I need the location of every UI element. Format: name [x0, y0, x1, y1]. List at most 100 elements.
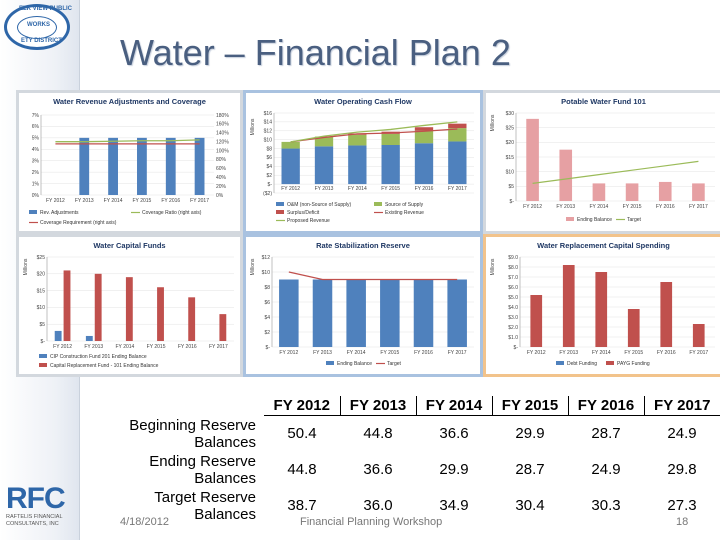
y-tick-label: $10 [506, 169, 515, 175]
y-tick-label: $6 [266, 155, 272, 161]
y-tick-label: $5 [39, 322, 45, 328]
legend-label: Ending Balance [337, 361, 372, 367]
y-tick-label: 1% [32, 181, 40, 187]
table-cell: 30.4 [515, 497, 545, 514]
table-cell: 29.9 [439, 461, 469, 478]
y-tick-label: $20 [506, 140, 515, 146]
bar [281, 148, 300, 185]
bar [448, 141, 467, 185]
district-seal-logo: ELK VIEW PUBLIC WORKS ETY DISTRICT [4, 4, 72, 50]
x-tick-label: FY 2012 [279, 350, 298, 356]
y-tick-label: $8.0 [508, 265, 518, 271]
y-tick-label: $15 [37, 288, 46, 294]
y-tick-label: $16 [264, 111, 273, 117]
legend-label: Coverage Ratio (right axis) [142, 210, 202, 216]
x-tick-label: FY 2017 [689, 204, 708, 210]
chart-panel-revenue: Water Revenue Adjustments and Coverage 7%… [16, 90, 243, 234]
legend-swatch [566, 217, 574, 221]
bar [530, 295, 543, 347]
x-tick-label: FY 2013 [556, 204, 575, 210]
y-tick-label: 4% [32, 147, 40, 153]
chart-rate-stabilization-reserve: Rate Stabilization Reserve $12 $10 $8 $6 $4 $2… [250, 241, 474, 367]
bar [595, 272, 608, 347]
y-axis-label: Millions [250, 118, 256, 135]
y2-tick-label: 80% [216, 157, 227, 163]
rfc-logo-line1: RAFTELIS FINANCIAL [6, 514, 63, 520]
series-line [532, 160, 699, 184]
bar [94, 273, 102, 341]
y-tick-label: $5 [508, 184, 514, 190]
table-cell: 28.7 [591, 425, 621, 443]
table-column-header: FY 2015 [492, 396, 569, 416]
table-row: Beginning Reserve Balances 50.4 44.8 36.6 29… [96, 416, 720, 452]
y-tick-label: $- [510, 199, 515, 205]
legend-label: Proposed Revenue [287, 218, 330, 224]
table-cell: 36.6 [363, 461, 393, 478]
x-tick-label: FY 2012 [46, 198, 65, 204]
bar [592, 183, 606, 201]
slide-title: Water – Financial Plan 2 [120, 32, 511, 73]
y2-tick-label: 20% [216, 184, 227, 190]
bar [658, 181, 672, 201]
table-cell: 50.4 [287, 425, 317, 443]
y-tick-label: 7% [32, 113, 40, 119]
bar [279, 279, 299, 347]
y-tick-label: $20 [37, 272, 46, 278]
x-tick-label: FY 2017 [190, 198, 209, 204]
y-tick-label: $- [514, 345, 519, 351]
table-header-row: FY 2012 FY 2013 FY 2014 FY 2015 FY 2016 FY 20… [96, 396, 720, 416]
reserve-balances-table: FY 2012 FY 2013 FY 2014 FY 2015 FY 2016 FY 20… [96, 396, 720, 524]
legend-label: Capital Replacement Fund - 101 Ending Ba… [50, 363, 159, 369]
legend-label: PAYG Funding [617, 361, 650, 367]
bar [448, 128, 467, 142]
bar [414, 127, 434, 131]
table-column-header: FY 2017 [644, 396, 720, 416]
table-row: Target Reserve Balances 38.7 36.0 34.9 30.4 3… [96, 488, 720, 524]
chart-revenue-coverage: Water Revenue Adjustments and Coverage 7%… [29, 97, 229, 226]
bar [526, 118, 539, 201]
x-tick-label: FY 2016 [656, 204, 675, 210]
rfc-logo: RFC RAFTELIS FINANCIAL CONSULTANTS, INC [6, 484, 72, 530]
x-tick-label: FY 2016 [657, 350, 676, 356]
x-tick-label: FY 2016 [178, 344, 197, 350]
legend-swatch [606, 361, 614, 365]
x-tick-label: FY 2016 [414, 350, 433, 356]
x-tick-label: FY 2017 [209, 344, 228, 350]
bar [447, 279, 467, 347]
chart-title: Water Revenue Adjustments and Coverage [53, 97, 206, 106]
y-tick-label: 5% [32, 136, 40, 142]
y2-tick-label: 180% [216, 113, 229, 119]
bar [54, 330, 62, 341]
x-tick-label: FY 2014 [590, 204, 609, 210]
bar [165, 137, 176, 195]
x-tick-label: FY 2013 [315, 186, 334, 192]
table-row: Ending Reserve Balances 44.8 36.6 29.9 28.7 2… [96, 452, 720, 488]
x-tick-label: FY 2016 [161, 198, 180, 204]
legend-swatch [276, 202, 284, 206]
bar [413, 279, 434, 347]
legend-swatch [39, 354, 47, 358]
bar [85, 335, 93, 341]
legend-swatch [374, 202, 382, 206]
y-tick-label: $25 [37, 255, 46, 261]
chart-panel-rate-stabilization: Rate Stabilization Reserve $12 $10 $8 $6 $4 $2… [243, 234, 483, 377]
bar [414, 130, 434, 144]
series-line [55, 139, 200, 143]
bar [562, 265, 575, 347]
legend-label: Debt Funding [567, 361, 597, 367]
chart-title: Rate Stabilization Reserve [316, 241, 410, 250]
y-tick-label: $8 [266, 146, 272, 152]
bar [348, 134, 367, 146]
y-tick-label: $- [268, 182, 273, 188]
charts-grid: Water Revenue Adjustments and Coverage 7%… [16, 90, 720, 377]
table-cell: 38.7 [287, 497, 317, 514]
chart-replacement-capital-spending: Water Replacement Capital Spending $9.0 $8… [490, 241, 715, 367]
bar [692, 183, 705, 201]
series-line [290, 121, 458, 143]
reserve-table: FY 2012 FY 2013 FY 2014 FY 2015 FY 2016 FY 20… [96, 396, 720, 524]
y-tick-label: 6% [32, 124, 40, 130]
y-tick-label: $2 [266, 173, 272, 179]
bar [219, 314, 227, 341]
x-tick-label: FY 2015 [380, 350, 399, 356]
row-label: Beginning Reserve Balances [129, 416, 256, 451]
